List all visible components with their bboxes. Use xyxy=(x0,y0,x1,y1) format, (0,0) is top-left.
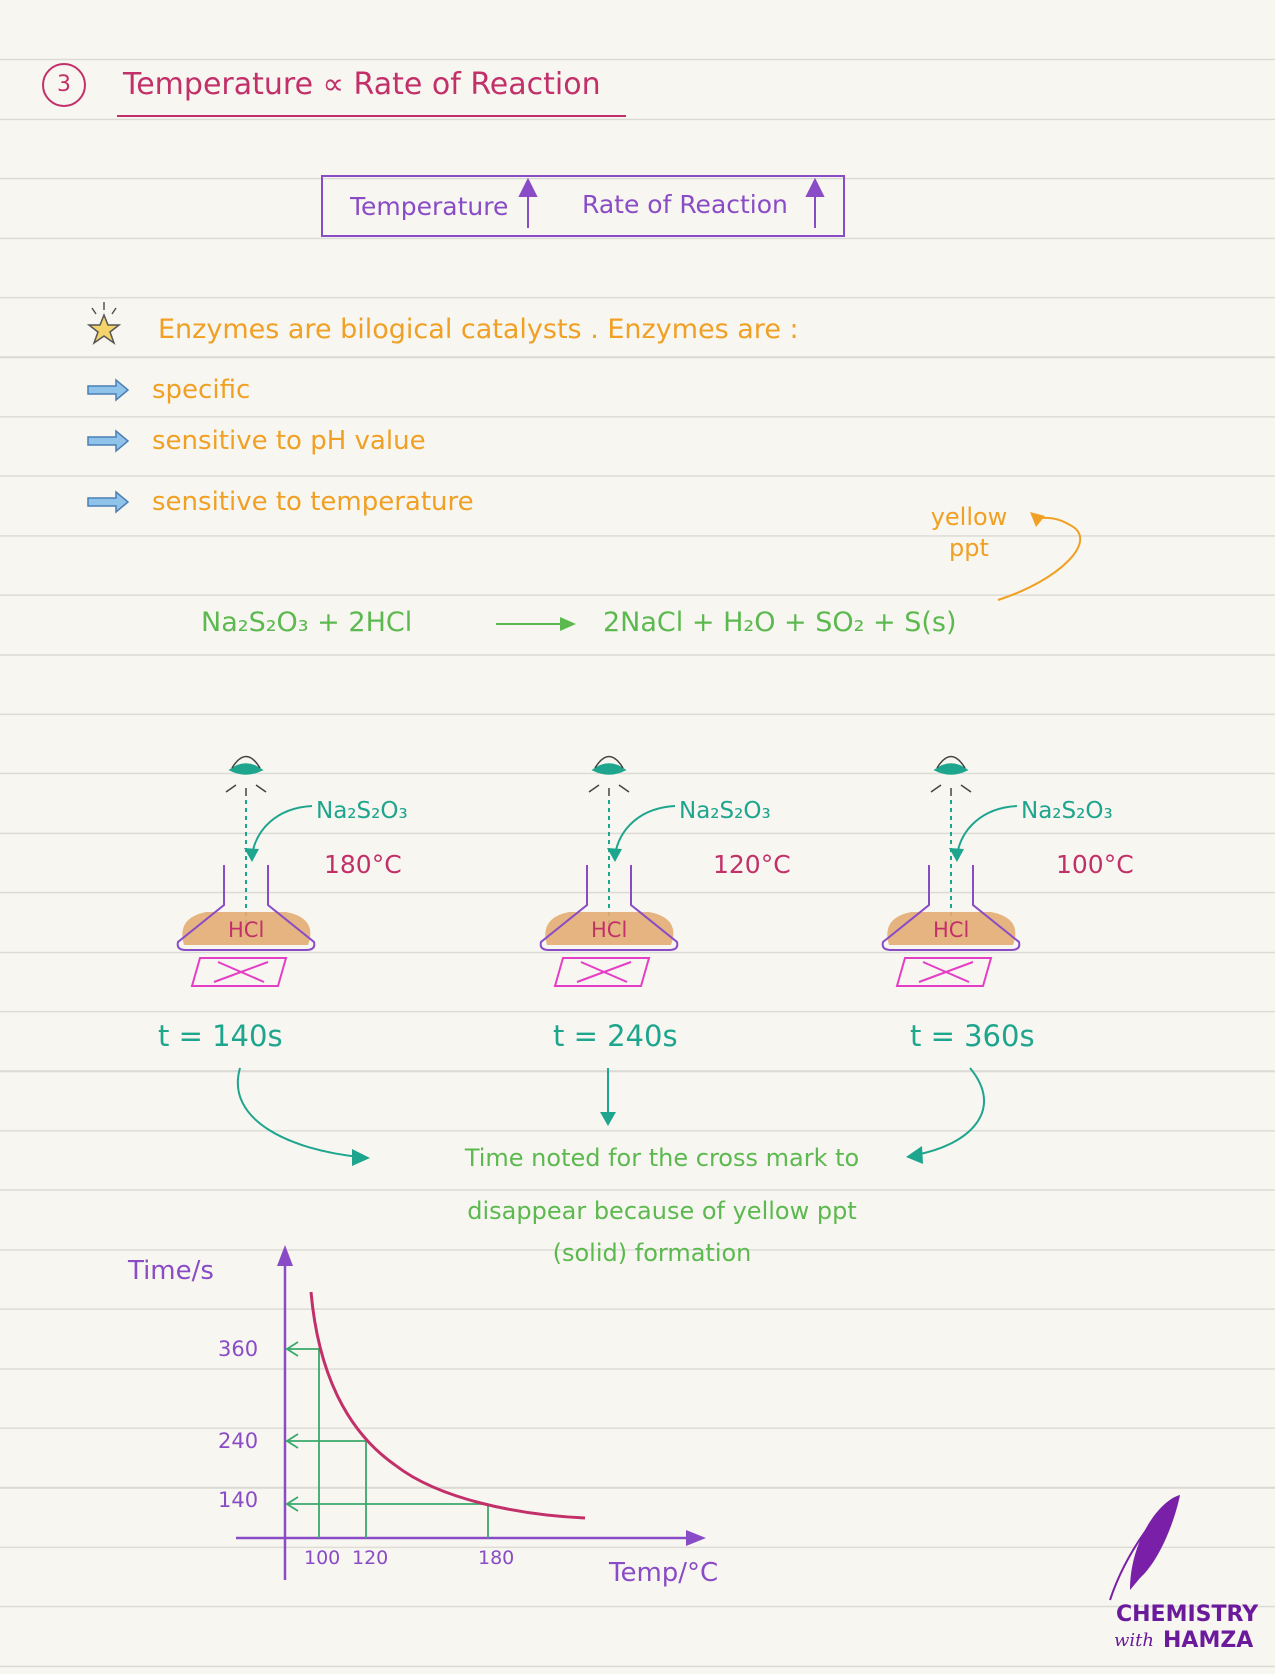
enzyme-point: sensitive to pH value xyxy=(152,426,426,456)
annotation-arrowhead xyxy=(1030,512,1045,527)
conclusion-line: disappear because of yellow ppt xyxy=(467,1197,857,1225)
reagent-arrow xyxy=(614,805,676,856)
conclusion-line: Time noted for the cross mark to xyxy=(464,1144,860,1172)
reagent-arrowhead xyxy=(949,848,964,862)
cross xyxy=(918,961,974,983)
eye-lid xyxy=(936,755,966,769)
temperature-label: 120°C xyxy=(713,850,791,879)
x-axis-label: Temp/°C xyxy=(609,1558,719,1588)
eye xyxy=(591,763,627,775)
flask xyxy=(881,865,1021,951)
reagent-arrow xyxy=(251,805,313,856)
time-label: t = 140s xyxy=(158,1019,283,1053)
bullet-arrows xyxy=(87,378,130,514)
summary-box xyxy=(321,175,845,237)
eye-rays xyxy=(225,784,267,796)
cross-paper xyxy=(895,957,993,987)
eye-rays xyxy=(588,784,630,796)
graph-axes xyxy=(236,1245,706,1580)
time-label: t = 240s xyxy=(553,1019,678,1053)
acid-label: HCl xyxy=(933,918,970,942)
logo-quill xyxy=(1109,1524,1151,1601)
y-tick-label: 240 xyxy=(218,1429,259,1453)
enzyme-point: sensitive to temperature xyxy=(152,487,474,517)
reagent-arrowhead xyxy=(244,848,259,862)
x-tick-label: 100 xyxy=(304,1547,341,1569)
box-right: Rate of Reaction xyxy=(582,190,788,219)
eye xyxy=(228,763,264,775)
time-label: t = 360s xyxy=(910,1019,1035,1053)
flask-liquid xyxy=(545,912,674,945)
products: 2NaCl + H₂O + SO₂ + S(s) xyxy=(603,607,957,638)
eye-rays xyxy=(930,784,972,796)
cross xyxy=(576,961,632,983)
enzyme-point: specific xyxy=(152,375,251,405)
star-icon xyxy=(86,312,122,345)
reagent-arrowhead xyxy=(607,848,622,862)
conclusion-line: (solid) formation xyxy=(552,1239,752,1267)
reagent-label: Na₂S₂O₃ xyxy=(1021,798,1113,824)
flask-liquid xyxy=(182,912,311,945)
flask xyxy=(539,865,679,951)
cross xyxy=(213,961,269,983)
eye-lid xyxy=(231,755,261,769)
conclusion-arrows xyxy=(237,1067,985,1158)
conclusion-arrowheads xyxy=(352,1112,923,1166)
flask xyxy=(176,865,316,951)
graph-guides xyxy=(285,1341,489,1538)
y-axis-label: Time/s xyxy=(128,1256,214,1286)
logo-feather xyxy=(1130,1495,1180,1590)
y-tick-label: 140 xyxy=(218,1488,259,1512)
cross-paper xyxy=(190,957,288,987)
reactants: Na₂S₂O₃ + 2HCl xyxy=(201,607,413,638)
x-tick-label: 180 xyxy=(478,1547,515,1569)
section-number: 3 xyxy=(57,72,71,97)
number-circle xyxy=(42,63,86,107)
annotation-arrow xyxy=(997,516,1082,601)
graph-curve xyxy=(309,1291,586,1520)
x-tick-label: 120 xyxy=(352,1547,389,1569)
temperature-label: 100°C xyxy=(1056,850,1134,879)
acid-label: HCl xyxy=(591,918,628,942)
flask-liquid xyxy=(887,912,1016,945)
reagent-label: Na₂S₂O₃ xyxy=(316,798,408,824)
star-rays xyxy=(91,302,117,315)
temperature-label: 180°C xyxy=(324,850,402,879)
box-left: Temperature xyxy=(350,192,509,221)
enzymes-intro: Enzymes are bilogical catalysts . Enzyme… xyxy=(158,314,799,345)
up-arrows xyxy=(518,177,825,228)
reaction-arrowhead xyxy=(560,617,576,631)
eye xyxy=(933,763,969,775)
title: Temperature ∝ Rate of Reaction xyxy=(123,67,601,102)
experiment-drawings xyxy=(176,755,1021,987)
acid-label: HCl xyxy=(228,918,265,942)
logo-line1: CHEMISTRY xyxy=(1116,1602,1259,1627)
logo-line2: HAMZA xyxy=(1163,1628,1254,1653)
reagent-label: Na₂S₂O₃ xyxy=(679,798,771,824)
logo-small: with xyxy=(1114,1630,1154,1651)
eye-lid xyxy=(594,755,624,769)
y-tick-label: 360 xyxy=(218,1337,259,1361)
reagent-arrow xyxy=(956,805,1018,856)
annotation: yellow ppt xyxy=(930,503,1008,563)
cross-paper xyxy=(553,957,651,987)
